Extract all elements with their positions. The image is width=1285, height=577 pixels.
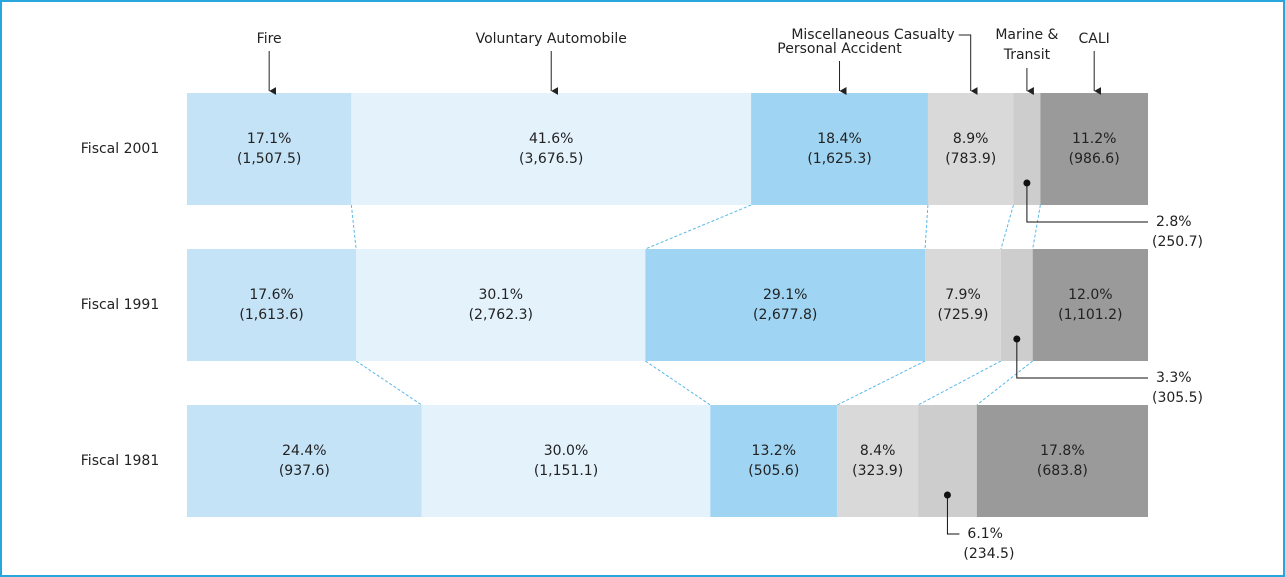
amount-label: (1,507.5) (237, 151, 301, 167)
value-label: 17.1% (247, 131, 291, 147)
legend-label: Voluntary Automobile (475, 31, 627, 47)
amount-label: (1,625.3) (807, 151, 871, 167)
amount-label: (505.6) (748, 463, 799, 479)
connector (976, 360, 1033, 406)
connector (350, 204, 357, 250)
connector (917, 360, 1002, 406)
connector (355, 360, 422, 406)
segment (351, 93, 752, 205)
value-label: 18.4% (817, 131, 861, 147)
row-label: Fiscal 1981 (81, 453, 159, 469)
amount-label: (725.9) (937, 307, 988, 323)
amount-label: (323.9) (852, 463, 903, 479)
legend-label: CALI (1078, 31, 1110, 47)
legend-label: Marine & Transit (995, 27, 1059, 63)
segment (187, 93, 352, 205)
amount-label: (783.9) (945, 151, 996, 167)
segment (837, 405, 919, 517)
amount-label: (986.6) (1069, 151, 1120, 167)
segment (751, 93, 928, 205)
value-label: 11.2% (1072, 131, 1116, 147)
connector (1000, 204, 1014, 250)
value-label: 6.1% (967, 526, 1003, 542)
connector (645, 360, 711, 406)
segment (927, 93, 1014, 205)
segment (976, 405, 1148, 517)
value-label: 7.9% (945, 287, 981, 303)
amount-label: (3,676.5) (519, 151, 583, 167)
connector (645, 204, 752, 250)
amount-label: (2,677.8) (753, 307, 817, 323)
value-label: 13.2% (752, 443, 796, 459)
amount-label: (305.5) (1152, 390, 1203, 406)
amount-label: (2,762.3) (469, 307, 533, 323)
row-label: Fiscal 1991 (81, 297, 159, 313)
value-label: 24.4% (282, 443, 326, 459)
connector (924, 204, 929, 250)
segment (710, 405, 838, 517)
value-label: 12.0% (1068, 287, 1112, 303)
value-label: 41.6% (529, 131, 573, 147)
amount-label: (250.7) (1152, 234, 1203, 250)
value-label: 30.1% (479, 287, 523, 303)
segment (1032, 249, 1148, 361)
value-label: 8.4% (860, 443, 896, 459)
segment (356, 249, 646, 361)
callout-line (946, 495, 960, 535)
value-label: 2.8% (1156, 214, 1192, 230)
amount-label: (937.6) (279, 463, 330, 479)
amount-label: (1,613.6) (239, 307, 303, 323)
legend-pointer (958, 34, 978, 95)
callout-line (1026, 183, 1148, 223)
connector (1032, 204, 1041, 250)
amount-label: (1,101.2) (1058, 307, 1122, 323)
amount-label: (1,151.1) (534, 463, 598, 479)
segment (1040, 93, 1148, 205)
row-label: Fiscal 2001 (81, 141, 159, 157)
value-label: 3.3% (1156, 370, 1192, 386)
segment (421, 405, 711, 517)
amount-label: (234.5) (963, 546, 1014, 562)
segment (645, 249, 926, 361)
value-label: 30.0% (544, 443, 588, 459)
segment (925, 249, 1001, 361)
legend-label: Miscellaneous Casualty (791, 27, 955, 43)
value-label: 17.8% (1040, 443, 1084, 459)
callout-line (1016, 339, 1148, 379)
segment (187, 249, 357, 361)
value-label: 29.1% (763, 287, 807, 303)
connector (837, 360, 926, 406)
value-label: 8.9% (953, 131, 989, 147)
value-label: 17.6% (249, 287, 293, 303)
legend-label: Personal Accident (777, 41, 902, 57)
legend-label: Fire (256, 31, 282, 47)
segment (187, 405, 422, 517)
amount-label: (683.8) (1037, 463, 1088, 479)
